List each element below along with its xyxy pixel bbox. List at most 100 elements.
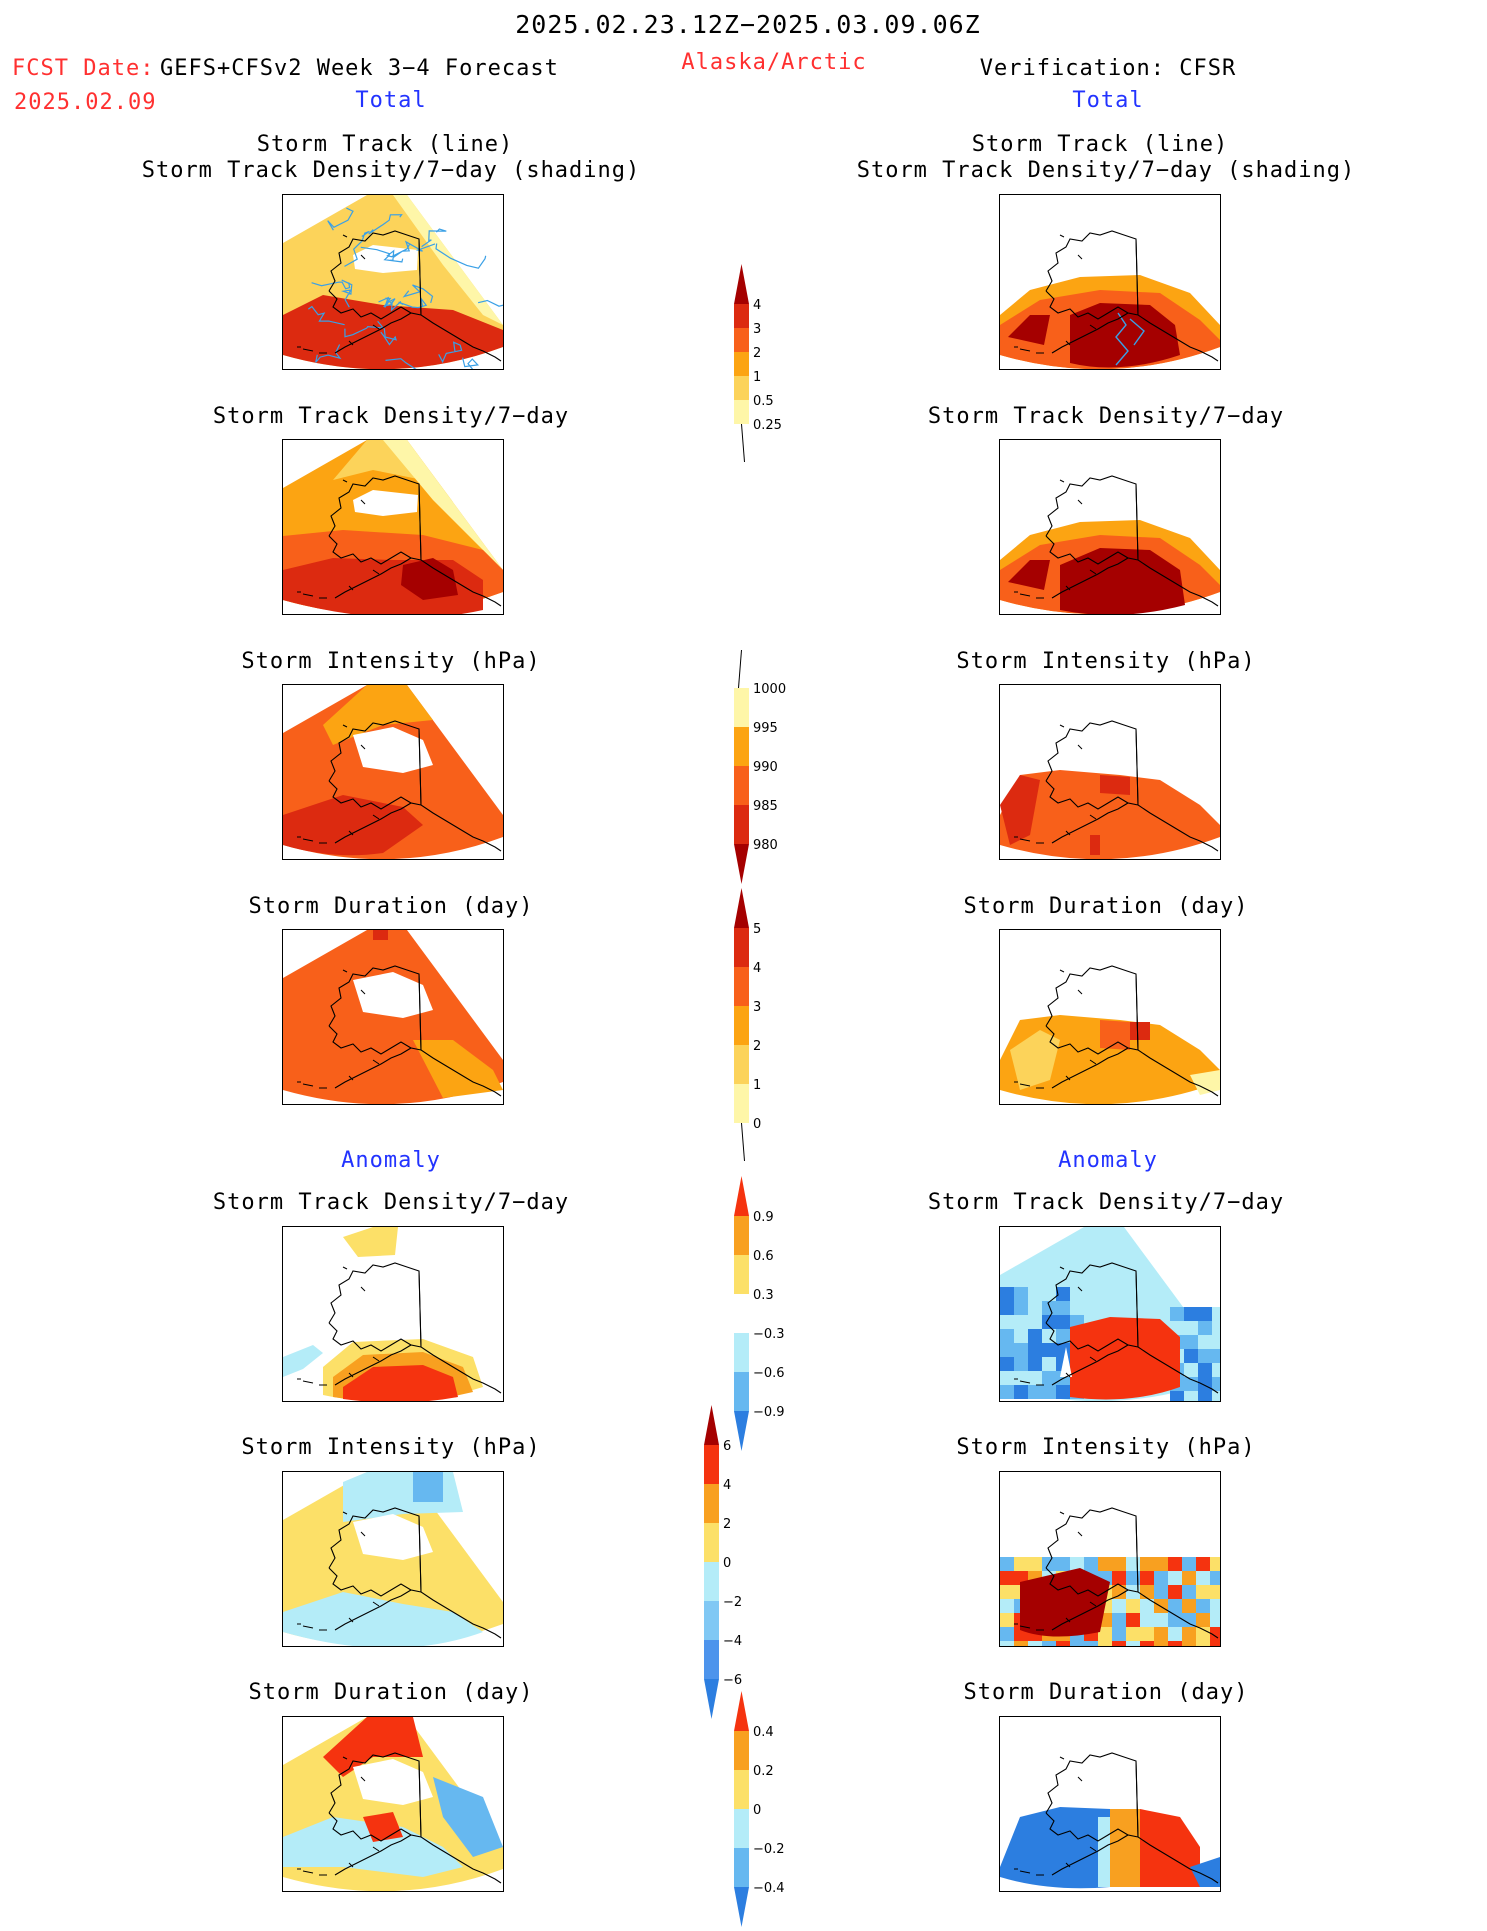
storm-track-lines <box>1115 312 1145 366</box>
grid-cell <box>1198 1377 1212 1391</box>
colorbar-tick-label: −2 <box>723 1595 742 1610</box>
colorbar-tick-label: −0.4 <box>753 1881 785 1896</box>
grid-cell <box>1140 1585 1154 1599</box>
colorbar-tick-label: 5 <box>753 922 761 937</box>
blank-area <box>353 1759 433 1805</box>
colorbar-swatch <box>734 304 749 328</box>
colorbar-tick-label: 990 <box>753 760 778 775</box>
alaska-coastline <box>328 1752 502 1884</box>
aleutian-islands <box>297 1266 380 1386</box>
grid-cell <box>1014 1329 1028 1343</box>
shade-red <box>283 295 503 369</box>
grid-cell <box>1056 1287 1070 1301</box>
title-density-anom-left: Storm Track Density/7−day <box>212 1190 570 1215</box>
grid-cell <box>1196 1641 1210 1646</box>
grid-cell <box>1212 1391 1220 1401</box>
title-track-line-right: Storm Track (line) <box>971 132 1229 157</box>
shade-red-south <box>1090 835 1100 855</box>
canada-border <box>1135 483 1139 561</box>
colorbar-tick-label: 0 <box>753 1803 761 1818</box>
grid-cell <box>1184 1391 1198 1401</box>
colorbar-swatch <box>704 1445 719 1484</box>
grid-cell <box>1056 1301 1070 1315</box>
shade-pale-yellow <box>1190 1070 1220 1095</box>
colorbar-arrow-top <box>704 1405 719 1445</box>
canada-border <box>418 973 422 1051</box>
grid-cell <box>1126 1585 1140 1599</box>
grid-cell <box>1168 1571 1182 1585</box>
grid-cell <box>1196 1627 1210 1641</box>
grid-cell <box>1170 1307 1184 1321</box>
colorbar-swatch <box>734 727 749 766</box>
grid-cell <box>1182 1627 1196 1641</box>
colorbar-swatch <box>734 1731 749 1770</box>
colorbar-tick-label: 0 <box>723 1556 731 1571</box>
colorbar-tick-label: 0.25 <box>753 418 782 433</box>
title-duration-right: Storm Duration (day) <box>963 894 1249 919</box>
grid-cell <box>1196 1585 1210 1599</box>
colorbar-swatch <box>734 1045 749 1084</box>
shade-dark-red-west <box>1008 315 1050 345</box>
title-track-line-left: Storm Track (line) <box>256 132 514 157</box>
grid-cell <box>1212 1335 1220 1349</box>
shade-red-center <box>1100 775 1130 795</box>
grid-cell <box>1014 1371 1028 1385</box>
aleutian-islands <box>297 1756 380 1876</box>
grid-cell <box>1042 1343 1056 1357</box>
colorbar-swatch <box>704 1562 719 1601</box>
colorbar-arrow-bottom <box>704 1679 719 1719</box>
colorbar-tick-label: 0.9 <box>753 1210 774 1225</box>
colorbar-tick-label: 0.3 <box>753 1288 774 1303</box>
shade-pale-yellow <box>383 440 503 570</box>
grid-cell <box>1028 1343 1042 1357</box>
colorbar-tick-label: 0.6 <box>753 1249 774 1264</box>
title-density-anom-right: Storm Track Density/7−day <box>927 1190 1285 1215</box>
shade-orange <box>413 1040 503 1098</box>
colorbar-tail-bottom <box>741 423 745 463</box>
colorbar-tick-label: 4 <box>753 298 761 313</box>
blank-area <box>353 727 433 773</box>
grid-cell <box>1042 1371 1056 1385</box>
grid-cell <box>1028 1301 1042 1315</box>
grid-cell <box>1000 1585 1014 1599</box>
fcst-date-label: FCST Date: <box>12 56 155 81</box>
grid-cell <box>1182 1557 1196 1571</box>
colorbar-arrow-top <box>734 1176 749 1216</box>
alaska-coastline <box>1045 1752 1219 1884</box>
grid-cell <box>1028 1557 1042 1571</box>
colorbar-swatch <box>734 328 749 352</box>
title-intensity-right: Storm Intensity (hPa) <box>956 649 1256 674</box>
colorbar-duration-total: 5 4 3 2 1 0 <box>720 888 800 1168</box>
title-track-shading-right: Storm Track Density/7−day (shading) <box>856 158 1356 183</box>
alaska-coastline <box>328 230 502 362</box>
shade-anom-red-center <box>363 1812 403 1842</box>
colorbar-swatch <box>734 1084 749 1123</box>
map-duration-anom-forecast <box>282 1716 504 1892</box>
title-duration-anom-right: Storm Duration (day) <box>963 1680 1249 1705</box>
shade-anom-red <box>1140 1809 1200 1887</box>
grid-cell <box>1112 1571 1126 1585</box>
grid-cell <box>1168 1599 1182 1613</box>
grid-cell <box>1000 1557 1014 1571</box>
grid-cell <box>1014 1315 1028 1329</box>
map-track-forecast <box>282 194 504 370</box>
colorbar-tick-label: 4 <box>723 1478 731 1493</box>
grid-cell <box>1014 1357 1028 1371</box>
colorbar-swatch <box>704 1601 719 1640</box>
alaska-coastline <box>1045 475 1219 607</box>
map-intensity-anom-forecast <box>282 1471 504 1647</box>
grid-cell <box>1210 1641 1220 1646</box>
grid-cell <box>1112 1627 1126 1641</box>
canada-border <box>1135 238 1139 316</box>
colorbar-swatch <box>734 1216 749 1255</box>
grid-cell <box>1212 1321 1220 1335</box>
grid-cell <box>1210 1557 1220 1571</box>
shade-dark-blue <box>1000 1807 1110 1889</box>
alaska-coastline <box>1045 720 1219 852</box>
aleutian-islands <box>1014 479 1097 599</box>
shade-light-blue-south <box>283 1592 483 1646</box>
grid-cell <box>1182 1585 1196 1599</box>
grid-cell <box>1140 1641 1154 1646</box>
date-range-title: 2025.02.23.12Z−2025.03.09.06Z <box>515 10 981 39</box>
aleutian-islands <box>1014 1756 1097 1876</box>
